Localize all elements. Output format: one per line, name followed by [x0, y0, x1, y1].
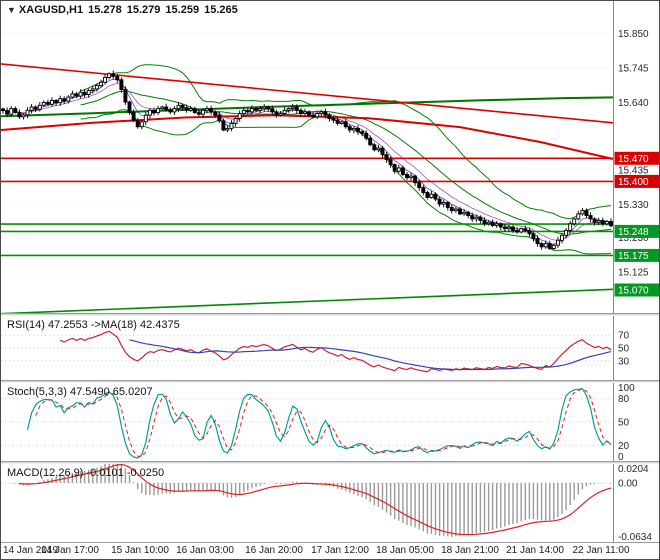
- support-lines[interactable]: [1, 223, 613, 257]
- svg-text:15.400: 15.400: [618, 177, 649, 188]
- stoch-axis-label: 80: [618, 394, 630, 405]
- candlestick-series: [1, 70, 613, 251]
- time-axis-label: 22 Jan 11:00: [572, 545, 630, 556]
- resistance-lines[interactable]: [1, 157, 613, 183]
- svg-text:15.070: 15.070: [618, 286, 649, 297]
- svg-text:15.330: 15.330: [618, 200, 649, 211]
- time-axis-label: 15 Jan 10:00: [111, 545, 169, 556]
- macd-axis-label: 0.0204: [618, 464, 649, 475]
- time-axis-label: 14 Jan 2019: [3, 545, 59, 556]
- stoch-axis-label: 0: [618, 452, 624, 461]
- svg-text:15.248: 15.248: [618, 227, 649, 238]
- panel-separator[interactable]: [1, 461, 659, 464]
- ma_trend_red: [1, 114, 614, 160]
- svg-text:15.125: 15.125: [618, 267, 649, 278]
- main-chart-panel: 15.850 15.745 15.640 15.435 15.330 15.230 15.1…: [1, 1, 659, 313]
- svg-text:15.640: 15.640: [618, 98, 649, 109]
- price-axis-labels[interactable]: 15.850 15.745 15.640 15.435 15.330 15.230 15.1…: [618, 29, 649, 279]
- panel-separator[interactable]: [1, 380, 659, 383]
- stoch-d-line: [35, 388, 612, 458]
- ascending-trendline[interactable]: [1, 288, 614, 313]
- price-axis-tags: 15.470 15.400 15.248 15.175 15.070: [614, 151, 659, 297]
- rsi-axis-label: 70: [618, 331, 630, 342]
- svg-text:15.230: 15.230: [618, 233, 649, 244]
- svg-text:15.470: 15.470: [618, 154, 649, 165]
- ema_fast-line: [11, 78, 612, 245]
- bollinger-bands: [80, 64, 612, 255]
- stoch-k-line: [26, 388, 612, 459]
- rsi-axis-label: 30: [618, 356, 630, 367]
- svg-text:15.435: 15.435: [618, 165, 649, 176]
- stoch-axis-label: 50: [618, 418, 630, 429]
- stochastic-panel: 100 80 50 20 0 Stoch(5,3,3) 47.5490 65.0207: [1, 383, 659, 461]
- macd-axis-label: -0.0634: [618, 532, 652, 542]
- time-axis-label: 16 Jan 20:00: [245, 545, 303, 556]
- macd-axis-label: 0.00: [618, 479, 638, 490]
- rsi-line: [59, 330, 612, 373]
- time-axis-label: 21 Jan 14:00: [506, 545, 564, 556]
- macd-panel: 0.0204 0.00 -0.0634 MACD(12,26,9) -0.0101 …: [1, 464, 659, 542]
- rsi-axis-label: 50: [618, 344, 630, 355]
- time-axis-label: 17 Jan 12:00: [311, 545, 369, 556]
- svg-text:15.850: 15.850: [618, 29, 649, 40]
- ma_trend_green: [1, 96, 614, 118]
- macd-canvas[interactable]: 0.0204 0.00 -0.0634: [1, 464, 660, 542]
- descending-trendline[interactable]: [1, 63, 614, 124]
- stoch-axis-label: 100: [618, 383, 635, 394]
- time-axis[interactable]: 14 Jan 2019 14 Jan 17:00 15 Jan 10:00 16 Ja…: [1, 542, 659, 559]
- panel-separator[interactable]: [1, 313, 659, 316]
- svg-text:15.745: 15.745: [618, 63, 649, 74]
- ema_slow-line: [11, 83, 612, 241]
- svg-text:15.175: 15.175: [618, 251, 649, 262]
- macd-signal-line: [19, 464, 612, 536]
- rsi-ma-line: [129, 339, 612, 371]
- main-chart-canvas[interactable]: 15.850 15.745 15.640 15.435 15.330 15.230 15.1…: [1, 1, 660, 313]
- time-axis-label: 14 Jan 17:00: [41, 545, 99, 556]
- time-axis-label: 16 Jan 03:00: [176, 545, 234, 556]
- time-axis-label: 18 Jan 21:00: [441, 545, 499, 556]
- rsi-panel: 70 50 30 RSI(14) 47.2553 ->MA(18) 42.4375: [1, 316, 659, 380]
- time-axis-label: 18 Jan 05:00: [376, 545, 434, 556]
- stoch-axis-label: 20: [618, 441, 630, 452]
